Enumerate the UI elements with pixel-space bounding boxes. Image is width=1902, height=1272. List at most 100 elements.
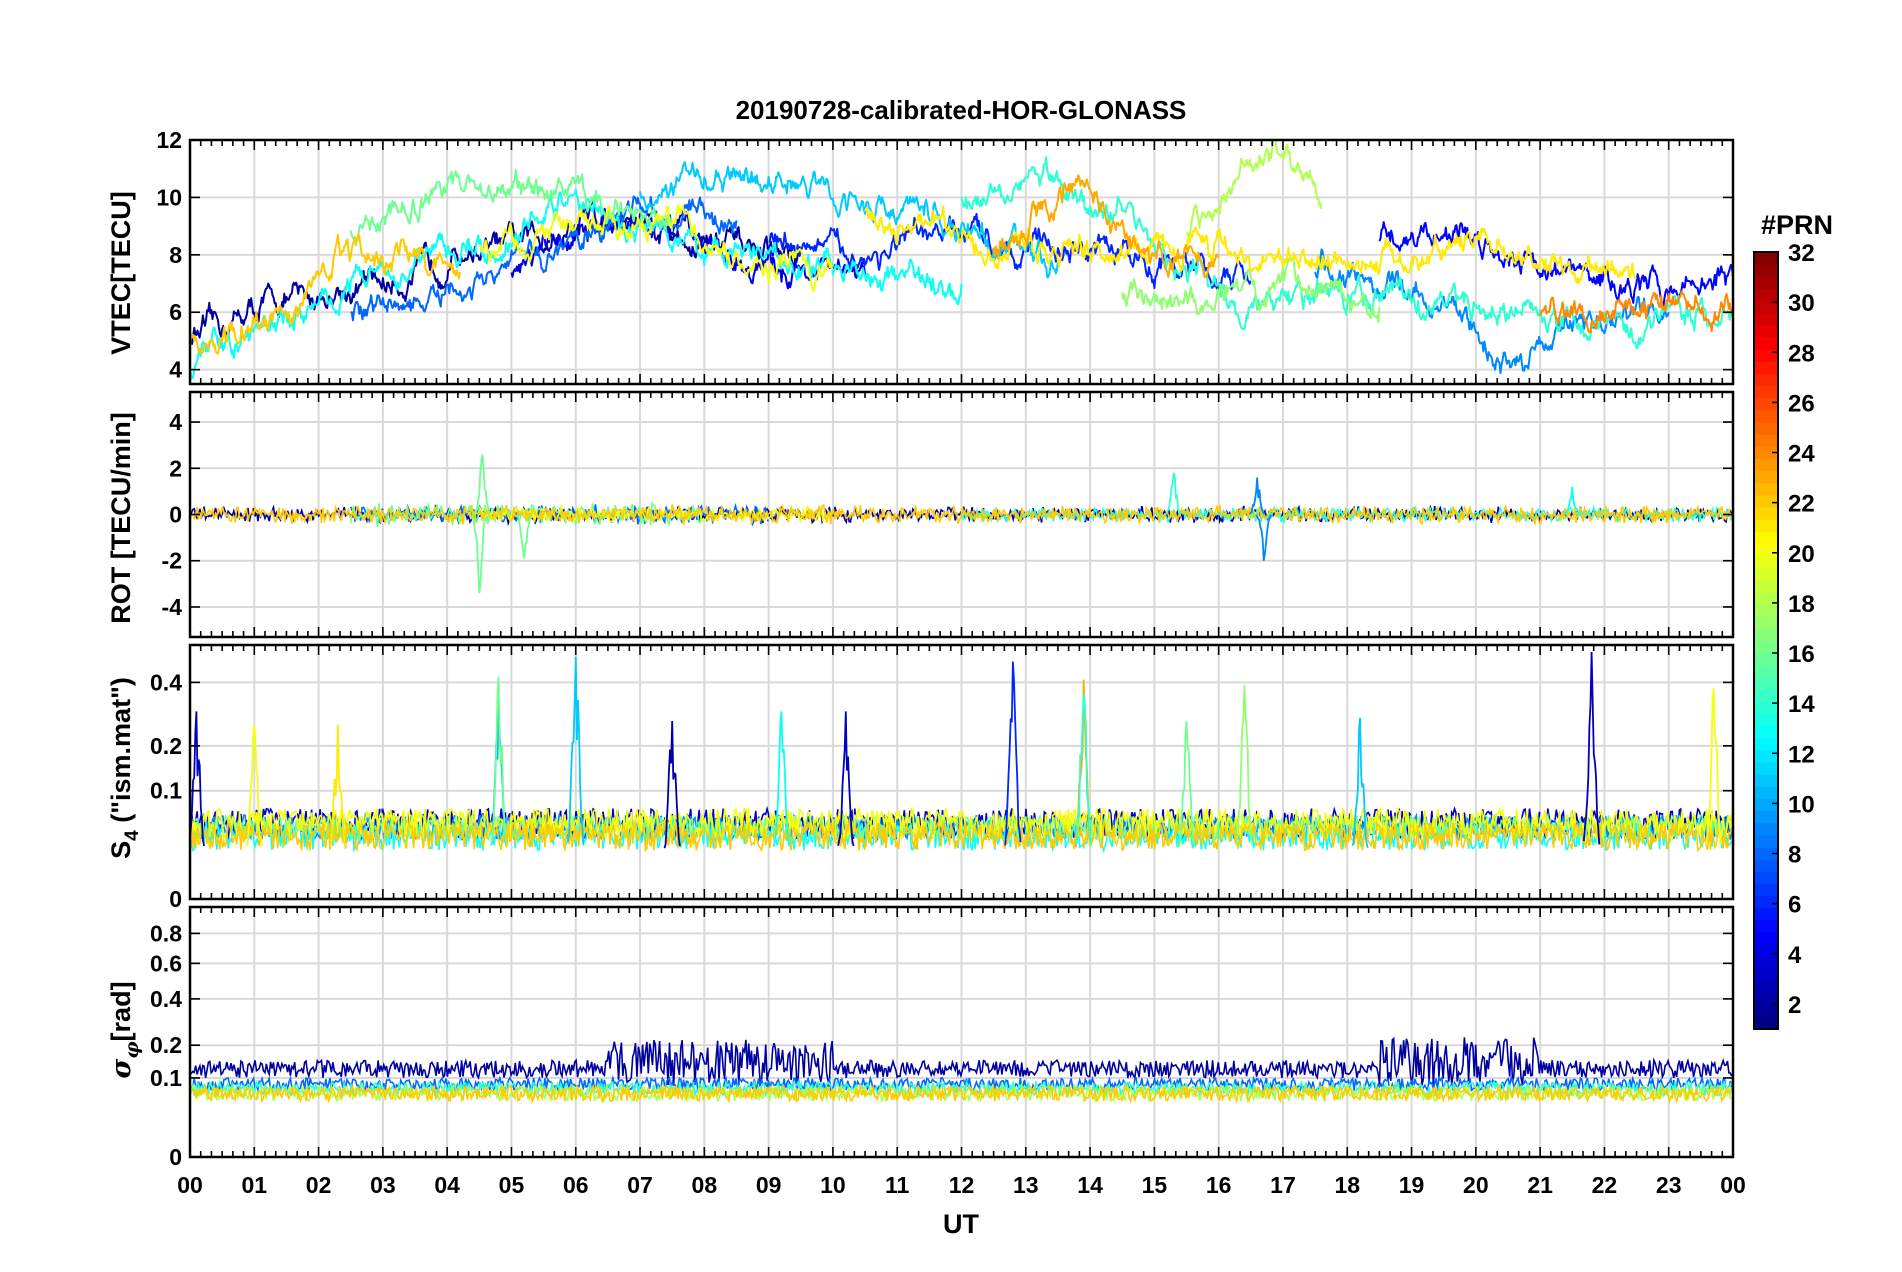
y-tick-label: 0.4 — [150, 986, 182, 1012]
colorbar-segment — [1754, 300, 1778, 314]
colorbar-tick-label: 2 — [1788, 992, 1801, 1019]
y-tick-label: 8 — [169, 242, 182, 268]
colorbar-segment — [1754, 1004, 1778, 1018]
spike-prn-20 — [245, 724, 263, 847]
colorbar-segment — [1754, 907, 1778, 921]
x-tick-label: 23 — [1656, 1172, 1682, 1198]
y-tick-label: -2 — [162, 548, 182, 574]
colorbar-tick-label: 4 — [1788, 942, 1802, 969]
colorbar-tick-label: 12 — [1788, 741, 1815, 768]
y-tick-label: 0 — [169, 502, 182, 528]
colorbar-tick-label: 32 — [1788, 240, 1815, 267]
spike-prn-9 — [1248, 477, 1266, 515]
grid — [189, 907, 1734, 1158]
spike-prn-11 — [567, 656, 585, 845]
spike-prn-11 — [1351, 717, 1369, 849]
rot-ylabel: ROT [TECU/min] — [106, 412, 136, 623]
x-tick-label: 18 — [1334, 1172, 1360, 1198]
colorbar-tick-label: 28 — [1788, 340, 1815, 367]
x-tick-label: 14 — [1077, 1172, 1103, 1198]
colorbar-segment — [1754, 470, 1778, 484]
x-tick-label: 12 — [949, 1172, 975, 1198]
rot-panel: ROT [TECU/min] -4 -2 0 2 4 — [106, 390, 1735, 639]
vtec-ylabel: VTEC[TECU] — [106, 191, 136, 355]
colorbar-segment — [1754, 421, 1778, 435]
series-line-prn-2 — [190, 1036, 1733, 1087]
colorbar-segment — [1754, 519, 1778, 532]
series-line-prn-8 — [190, 1074, 1733, 1094]
colorbar-segment — [1754, 1016, 1778, 1030]
series-line-prn-22 — [190, 232, 461, 355]
y-tick-label: 2 — [169, 455, 182, 481]
colorbar-segment — [1754, 774, 1778, 787]
colorbar-segment — [1754, 567, 1778, 581]
spike-prn-14 — [1165, 472, 1182, 515]
colorbar-segment — [1754, 895, 1778, 909]
x-tick-label: 22 — [1592, 1172, 1618, 1198]
y-tick-label: 0 — [169, 1144, 182, 1170]
spike-prn-9 — [1255, 514, 1273, 561]
series-line-prn-21 — [864, 205, 1637, 285]
spike-prn-14 — [1075, 693, 1093, 846]
y-tick-label: 0.8 — [150, 920, 182, 946]
spike-prn-3 — [190, 711, 205, 847]
sigma-phi-panel: σφ[rad] 0 0.1 0.2 0.4 0.6 0.8 — [106, 905, 1735, 1170]
sigma-phi-ylabel: σφ[rad] — [106, 981, 143, 1078]
x-tick-label: 06 — [563, 1172, 589, 1198]
x-tick-label: 00 — [1720, 1172, 1746, 1198]
colorbar-segment — [1754, 786, 1778, 799]
colorbar-segment — [1754, 494, 1778, 508]
series-line-prn-9 — [1314, 248, 1670, 375]
colorbar-frame — [1753, 251, 1779, 1030]
colorbar-segment — [1754, 822, 1778, 836]
x-tick-label: 16 — [1206, 1172, 1232, 1198]
colorbar-segment — [1754, 883, 1778, 897]
colorbar-segment — [1754, 810, 1778, 824]
colorbar-segment — [1754, 834, 1778, 848]
colorbar-tick-label: 14 — [1788, 691, 1815, 718]
series-line-prn-16 — [349, 168, 674, 247]
spike-prn-13 — [1564, 486, 1581, 515]
colorbar-segment — [1754, 640, 1778, 654]
colorbar-segment — [1754, 591, 1778, 605]
colorbar-segment — [1754, 506, 1778, 520]
colorbar-segment — [1754, 871, 1778, 884]
spike-prn-21 — [329, 724, 347, 848]
colorbar-segment — [1754, 846, 1778, 860]
colorbar-segment — [1754, 701, 1778, 714]
colorbar-segment — [1754, 725, 1778, 739]
colorbar-segment — [1754, 798, 1778, 812]
spike-prn-16 — [474, 454, 492, 515]
y-tick-label: 6 — [169, 299, 182, 325]
data-lines — [190, 651, 1733, 854]
x-tick-label: 20 — [1463, 1172, 1489, 1198]
x-ticks — [189, 140, 1734, 384]
x-ticks — [189, 645, 1734, 899]
colorbar-segment — [1754, 312, 1778, 326]
x-tick-label: 00 — [177, 1172, 203, 1198]
colorbar-segment — [1754, 409, 1778, 423]
s4-ylabel: S4 ("ism.mat") — [106, 677, 143, 859]
series-line-prn-20 — [478, 203, 834, 293]
y-tick-label: 0.2 — [150, 733, 182, 759]
vtec-panel: VTEC[TECU] 4 6 8 10 12 — [106, 127, 1735, 386]
y-tick-label: 4 — [169, 357, 182, 383]
colorbar-segment — [1754, 749, 1778, 763]
colorbar-tick-label: 24 — [1788, 441, 1815, 468]
data-lines — [190, 454, 1733, 594]
colorbar-segment — [1754, 555, 1778, 569]
figure-title: 20190728-calibrated-HOR-GLONASS — [736, 95, 1187, 125]
colorbar-tick-label: 18 — [1788, 591, 1815, 618]
x-tick-label: 08 — [692, 1172, 718, 1198]
colorbar-segment — [1754, 992, 1778, 1006]
x-tick-label: 13 — [1013, 1172, 1039, 1198]
x-tick-label: 10 — [820, 1172, 846, 1198]
colorbar-segment — [1754, 446, 1778, 459]
spike-prn-16 — [516, 514, 533, 559]
data-lines — [190, 1036, 1733, 1104]
x-tick-label: 09 — [756, 1172, 782, 1198]
colorbar-tick-label: 26 — [1788, 390, 1815, 417]
colorbar-tick-label: 16 — [1788, 641, 1815, 668]
